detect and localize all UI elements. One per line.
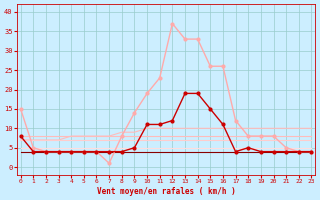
X-axis label: Vent moyen/en rafales ( km/h ): Vent moyen/en rafales ( km/h ) [97,187,236,196]
